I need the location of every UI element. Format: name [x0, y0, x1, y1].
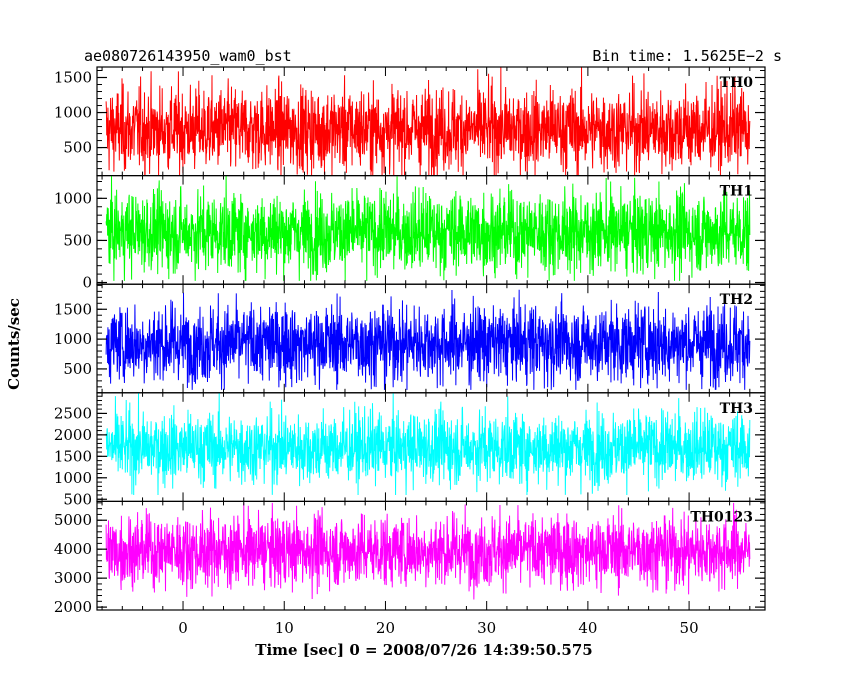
x-tick-label: 40 — [578, 619, 597, 637]
x-axis: 0 10 20 30 40 50 — [178, 619, 698, 637]
y-tick-label: 0 — [82, 274, 92, 292]
y-tick-label: 1000 — [54, 189, 92, 207]
y-tick-label: 500 — [63, 490, 92, 508]
x-tick-label: 20 — [376, 619, 395, 637]
panel-label: TH3 — [720, 401, 753, 417]
y-tick-label: 2000 — [54, 598, 92, 616]
series-line-th2 — [105, 289, 751, 390]
series-line-th0 — [105, 67, 751, 176]
panel-th0: 500 1000 1500 TH0 — [54, 66, 766, 177]
series-line-th3 — [105, 392, 751, 495]
panel-th3: 500 1000 1500 2000 2500 TH3 — [54, 392, 766, 508]
panel-label: TH0123 — [690, 509, 753, 525]
y-tick-label: 1500 — [54, 300, 92, 318]
y-tick-label: 1000 — [54, 469, 92, 487]
y-tick-label: 2500 — [54, 404, 92, 422]
chart-title-right: Bin time: 1.5625E−2 s — [592, 47, 782, 65]
y-tick-label: 1000 — [54, 104, 92, 122]
y-tick-label: 1000 — [54, 330, 92, 348]
y-axis-label: Counts/sec — [5, 298, 23, 390]
y-tick-label: 500 — [63, 231, 92, 249]
panel-th1: 0 500 1000 TH1 — [54, 175, 766, 292]
x-tick-label: 0 — [178, 619, 188, 637]
y-tick-label: 5000 — [54, 511, 92, 529]
x-tick-label: 50 — [680, 619, 699, 637]
panel-label: TH2 — [720, 292, 753, 308]
panel-label: TH1 — [720, 184, 753, 200]
panel-label: TH0 — [720, 75, 754, 91]
y-tick-label: 500 — [63, 139, 92, 157]
panel-frame — [96, 500, 766, 611]
panel-th0123: 2000 3000 4000 5000 TH0123 — [54, 500, 766, 616]
x-axis-label: Time [sec] 0 = 2008/07/26 14:39:50.575 — [255, 641, 592, 659]
y-tick-label: 500 — [63, 360, 92, 378]
y-tick-label: 1500 — [54, 447, 92, 465]
y-tick-label: 3000 — [54, 569, 92, 587]
series-line-th0123 — [105, 502, 751, 600]
series-line-th1 — [105, 175, 751, 281]
x-tick-label: 30 — [477, 619, 496, 637]
chart-title-left: ae080726143950_wam0_bst — [84, 47, 292, 65]
y-tick-label: 2000 — [54, 426, 92, 444]
y-tick-label: 1500 — [54, 69, 92, 87]
y-tick-label: 4000 — [54, 540, 92, 558]
x-tick-label: 10 — [275, 619, 294, 637]
panel-th2: 500 1000 1500 TH2 — [54, 283, 766, 394]
